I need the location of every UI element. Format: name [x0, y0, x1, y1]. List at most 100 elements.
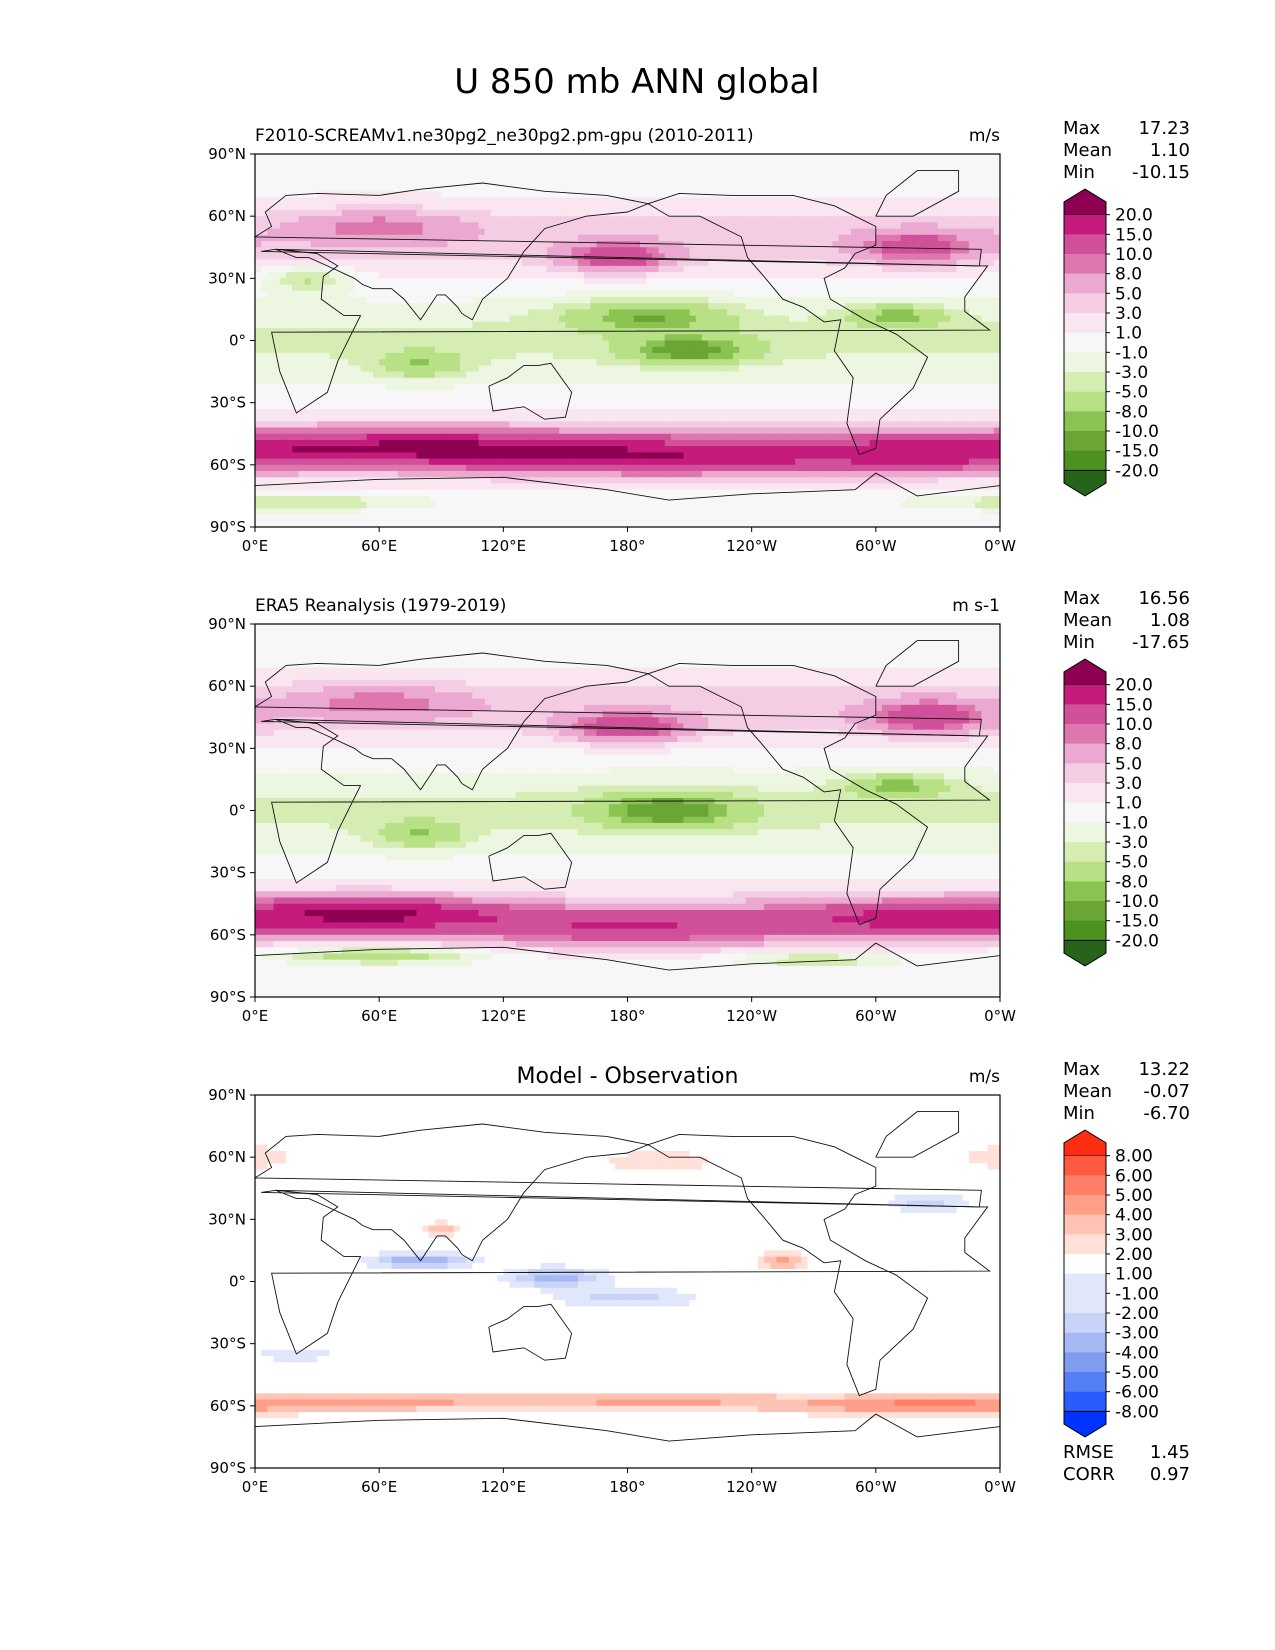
colorbar-tick-label: -8.0	[1115, 872, 1148, 892]
colorbar-bin	[1064, 1214, 1106, 1235]
colorbar-tick-label: 3.0	[1115, 774, 1142, 794]
stat-label-max: Max	[1063, 588, 1101, 609]
lat-tick-label: 30°S	[210, 1335, 246, 1353]
colorbar-bin	[1064, 724, 1106, 745]
lat-tick-label: 60°S	[210, 1397, 246, 1415]
coastline-5	[255, 472, 1000, 527]
lat-tick-label: 90°N	[208, 1086, 246, 1104]
colorbar-tick-label: -20.0	[1115, 931, 1159, 951]
colorbar-obs: 20.015.010.08.05.03.01.0-1.0-3.0-5.0-8.0…	[1063, 658, 1159, 967]
lat-tick-label: 30°N	[208, 739, 246, 757]
lat-tick-label: 90°N	[208, 145, 246, 163]
colorbar-bin	[1064, 332, 1106, 353]
coastline-5	[255, 942, 1000, 997]
colorbar-bin	[1064, 1234, 1106, 1255]
lon-tick-label: 60°E	[361, 1007, 397, 1025]
colorbar-tick-label: 8.00	[1115, 1147, 1153, 1167]
lat-tick-label: 60°N	[208, 207, 246, 225]
colorbar-bin	[1064, 901, 1106, 922]
colorbar-tick-label: -1.00	[1115, 1284, 1159, 1304]
colorbar-bin	[1064, 313, 1106, 334]
colorbar-bin	[1064, 822, 1106, 843]
colorbar-tick-label: 8.0	[1115, 735, 1142, 755]
colorbar-bin	[1064, 783, 1106, 804]
colorbar-tick-label: 15.0	[1115, 225, 1153, 245]
lon-tick-label: 180°	[609, 1007, 645, 1025]
lon-tick-label: 0°E	[242, 1007, 269, 1025]
colorbar-tick-label: -6.00	[1115, 1383, 1159, 1403]
colorbar-tick-label: -3.0	[1115, 833, 1148, 853]
colorbar-tick-label: 1.0	[1115, 794, 1142, 814]
coastline-1	[255, 1123, 982, 1262]
colorbar-tick-label: 1.00	[1115, 1265, 1153, 1285]
colorbar-tick-label: -5.00	[1115, 1363, 1159, 1383]
coastline-4	[875, 1111, 960, 1158]
colorbar-extend-bottom	[1063, 1410, 1107, 1438]
colorbar-tick-label: -3.00	[1115, 1324, 1159, 1344]
colorbar-tick-label: 10.0	[1115, 245, 1153, 265]
colorbar-extend-top	[1063, 658, 1107, 686]
colorbar-bin	[1064, 802, 1106, 823]
map-field-diff	[255, 1095, 1000, 1468]
colorbar-bin	[1064, 273, 1106, 294]
colorbar-tick-label: -8.00	[1115, 1402, 1159, 1422]
coastline-3	[647, 662, 929, 926]
colorbar-bin	[1064, 704, 1106, 725]
coastline-0	[271, 718, 992, 884]
coastline-3	[647, 192, 929, 456]
colorbar-tick-label: 3.00	[1115, 1225, 1153, 1245]
colorbar-bin	[1064, 254, 1106, 275]
lon-tick-label: 60°W	[855, 537, 897, 555]
stat-label-rmse: RMSE	[1063, 1442, 1114, 1463]
colorbar-tick-label: 2.00	[1115, 1245, 1153, 1265]
colorbar-extend-bottom	[1063, 939, 1107, 967]
colorbar-bin	[1064, 881, 1106, 902]
colorbar-bin	[1064, 1352, 1106, 1373]
coastline-4	[875, 640, 960, 687]
panel-left-label: ERA5 Reanalysis (1979-2019)	[255, 596, 506, 616]
colorbar-tick-label: -8.0	[1115, 402, 1148, 422]
stat-value-min: -10.15	[1132, 162, 1190, 183]
stat-value-max: 16.56	[1138, 588, 1190, 609]
lon-tick-label: 120°W	[726, 1478, 777, 1496]
colorbar-tick-label: -10.0	[1115, 422, 1159, 442]
lon-tick-label: 0°W	[984, 1007, 1016, 1025]
coastline-2	[488, 1303, 573, 1361]
colorbar-bin	[1064, 234, 1106, 255]
stat-label-mean: Mean	[1063, 1081, 1112, 1102]
panel-center-label: Model - Observation	[517, 1064, 739, 1089]
colorbar-bin	[1064, 1372, 1106, 1393]
panel-units: m/s	[969, 1067, 1000, 1087]
colorbar-extend-top	[1063, 1129, 1107, 1157]
colorbar-tick-label: -3.0	[1115, 363, 1148, 383]
coastline-2	[488, 362, 573, 420]
coastline-4	[875, 170, 960, 217]
map-panel-diff: 90°N 60°N 30°N 0° 30°S 60°S 90°S0°E 60°E 120°E 18…	[208, 1059, 1190, 1496]
lon-tick-label: 120°E	[481, 1478, 527, 1496]
map-panel-model: 90°N 60°N 30°N 0° 30°S 60°S 90°S0°E 60°E 120°E 18…	[208, 118, 1190, 555]
colorbar-tick-label: -2.00	[1115, 1304, 1159, 1324]
colorbar-tick-label: 5.0	[1115, 754, 1142, 774]
stat-value-mean: -0.07	[1143, 1081, 1190, 1102]
lat-tick-label: 90°S	[210, 988, 246, 1006]
lon-tick-label: 120°E	[481, 537, 527, 555]
lon-tick-label: 180°	[609, 1478, 645, 1496]
stat-label-mean: Mean	[1063, 610, 1112, 631]
colorbar-tick-label: -10.0	[1115, 892, 1159, 912]
stat-value-rmse: 1.45	[1150, 1442, 1190, 1463]
lon-tick-label: 0°W	[984, 1478, 1016, 1496]
stat-value-corr: 0.97	[1150, 1464, 1190, 1485]
lon-tick-label: 60°W	[855, 1478, 897, 1496]
colorbar-tick-label: -15.0	[1115, 442, 1159, 462]
lon-tick-label: 0°E	[242, 537, 269, 555]
lat-tick-label: 60°N	[208, 1148, 246, 1166]
colorbar-tick-label: 1.0	[1115, 324, 1142, 344]
lat-tick-label: 30°S	[210, 864, 246, 882]
lon-tick-label: 120°W	[726, 1007, 777, 1025]
lat-tick-label: 0°	[229, 1273, 246, 1291]
colorbar-tick-label: -1.0	[1115, 813, 1148, 833]
colorbar-tick-label: 15.0	[1115, 695, 1153, 715]
coastline-5	[255, 1413, 1000, 1468]
colorbar-tick-label: 4.00	[1115, 1206, 1153, 1226]
stat-label-min: Min	[1063, 162, 1095, 183]
